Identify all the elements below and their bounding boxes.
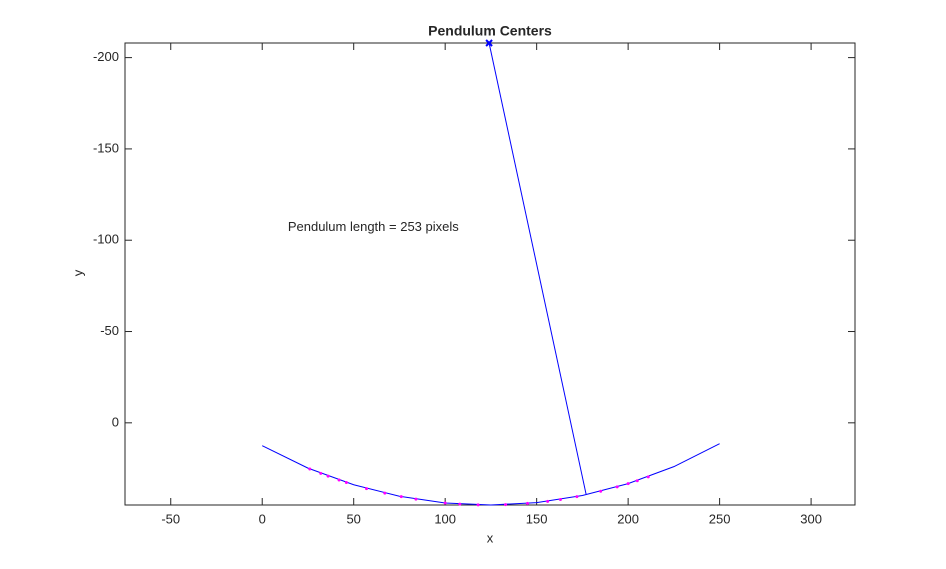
x-tick-label: 250: [709, 511, 731, 526]
x-tick-label: 0: [259, 511, 266, 526]
point: [399, 495, 403, 499]
series-line: [488, 42, 587, 495]
point: [319, 471, 323, 475]
x-tick-label: 200: [617, 511, 639, 526]
point: [414, 497, 418, 501]
point: [599, 489, 603, 493]
point: [558, 498, 562, 502]
x-tick-label: 150: [526, 511, 548, 526]
point: [504, 503, 508, 507]
chart-title: Pendulum Centers: [428, 23, 552, 39]
y-axis-label: y: [70, 269, 85, 276]
point: [458, 502, 462, 506]
y-tick-label: -100: [93, 232, 119, 247]
annotation: Pendulum length = 253 pixels: [288, 219, 459, 234]
point: [337, 478, 341, 482]
point: [626, 482, 630, 486]
point: [344, 481, 348, 485]
plot-area: [124, 42, 856, 506]
point: [546, 499, 550, 503]
point: [635, 479, 639, 483]
point: [646, 475, 650, 479]
point: [308, 467, 312, 471]
x-tick-label: 50: [346, 511, 360, 526]
point: [326, 474, 330, 478]
point: [383, 491, 387, 495]
y-tick-label: -150: [93, 140, 119, 155]
point: [575, 495, 579, 499]
x-tick-label: 100: [434, 511, 456, 526]
x-tick-label: -50: [161, 511, 180, 526]
point: [443, 501, 447, 505]
pivot-marker: [485, 39, 493, 47]
point: [526, 501, 530, 505]
y-tick-label: 0: [112, 414, 119, 429]
point: [476, 503, 480, 507]
x-axis-label: x: [487, 530, 494, 545]
x-tick-label: 300: [800, 511, 822, 526]
y-tick-label: -50: [100, 323, 119, 338]
point: [365, 487, 369, 491]
point: [615, 485, 619, 489]
y-tick-label: -200: [93, 49, 119, 64]
